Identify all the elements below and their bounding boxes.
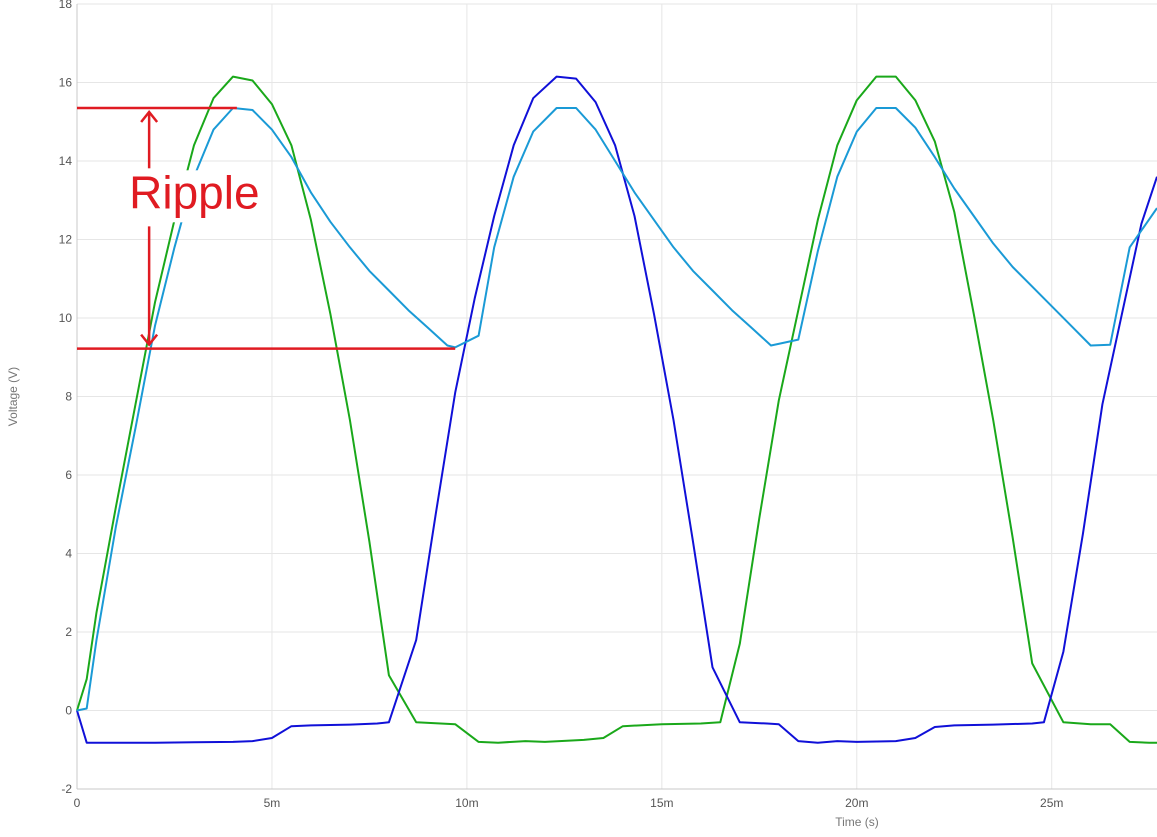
ripple-label-background (117, 170, 268, 223)
x-axis-title: Time (s) (835, 815, 879, 829)
ripple-annotation: Ripple (77, 106, 456, 350)
series-line-2 (76, 107, 1157, 712)
y-tick-label: 8 (65, 390, 72, 404)
y-tick-label: 12 (59, 233, 73, 247)
series-line-0 (76, 75, 1157, 744)
x-tick-label: 20m (845, 796, 868, 810)
y-tick-label: 0 (65, 704, 72, 718)
x-tick-label: 15m (650, 796, 673, 810)
y-axis-title: Voltage (V) (6, 367, 20, 426)
y-tick-label: 18 (59, 0, 73, 11)
y-tick-label: 14 (59, 154, 73, 168)
x-tick-label: 10m (455, 796, 478, 810)
ripple-label: Ripple (129, 166, 259, 218)
y-tick-label: 6 (65, 468, 72, 482)
series-line-1 (76, 75, 1157, 744)
ripple-arrow-up-head (140, 110, 159, 123)
y-tick-label: 4 (65, 547, 72, 561)
y-tick-label: 10 (59, 311, 73, 325)
y-tick-label: 2 (65, 625, 72, 639)
chart-series (76, 75, 1157, 744)
chart-axes (76, 4, 1157, 790)
x-tick-label: 0 (74, 796, 81, 810)
x-tick-label: 25m (1040, 796, 1063, 810)
chart-grid (77, 3, 1157, 789)
ripple-arrow-down-head (140, 333, 159, 347)
x-tick-label: 5m (264, 796, 281, 810)
y-tick-label: 16 (59, 76, 73, 90)
y-tick-label: -2 (61, 782, 72, 796)
